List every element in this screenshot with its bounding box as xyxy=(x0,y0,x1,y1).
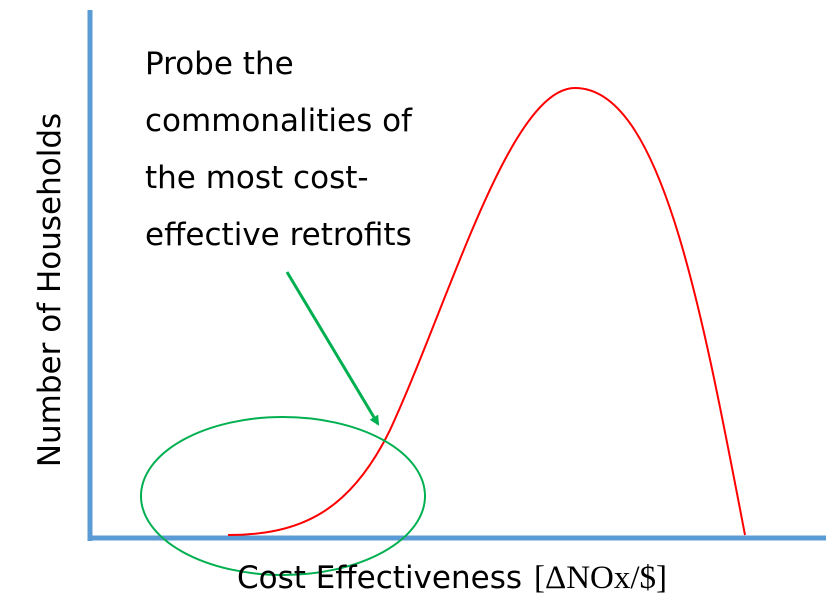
x-axis-label-unit: [ΔNOx/$] xyxy=(534,560,667,596)
x-axis-label-text: Cost Effectiveness xyxy=(237,560,522,596)
annotation-line: effective retrofits xyxy=(145,217,412,253)
annotation-arrow xyxy=(285,271,380,426)
x-axis-label: Cost Effectiveness [ΔNOx/$] xyxy=(237,560,667,596)
annotation-line: commonalities of xyxy=(145,103,413,139)
distribution-curve xyxy=(227,86,746,536)
highlight-ellipse xyxy=(140,416,426,576)
y-axis-label: Number of Households xyxy=(32,113,68,467)
annotation-line: the most cost- xyxy=(145,160,369,196)
annotation-line: Probe the xyxy=(145,46,294,82)
